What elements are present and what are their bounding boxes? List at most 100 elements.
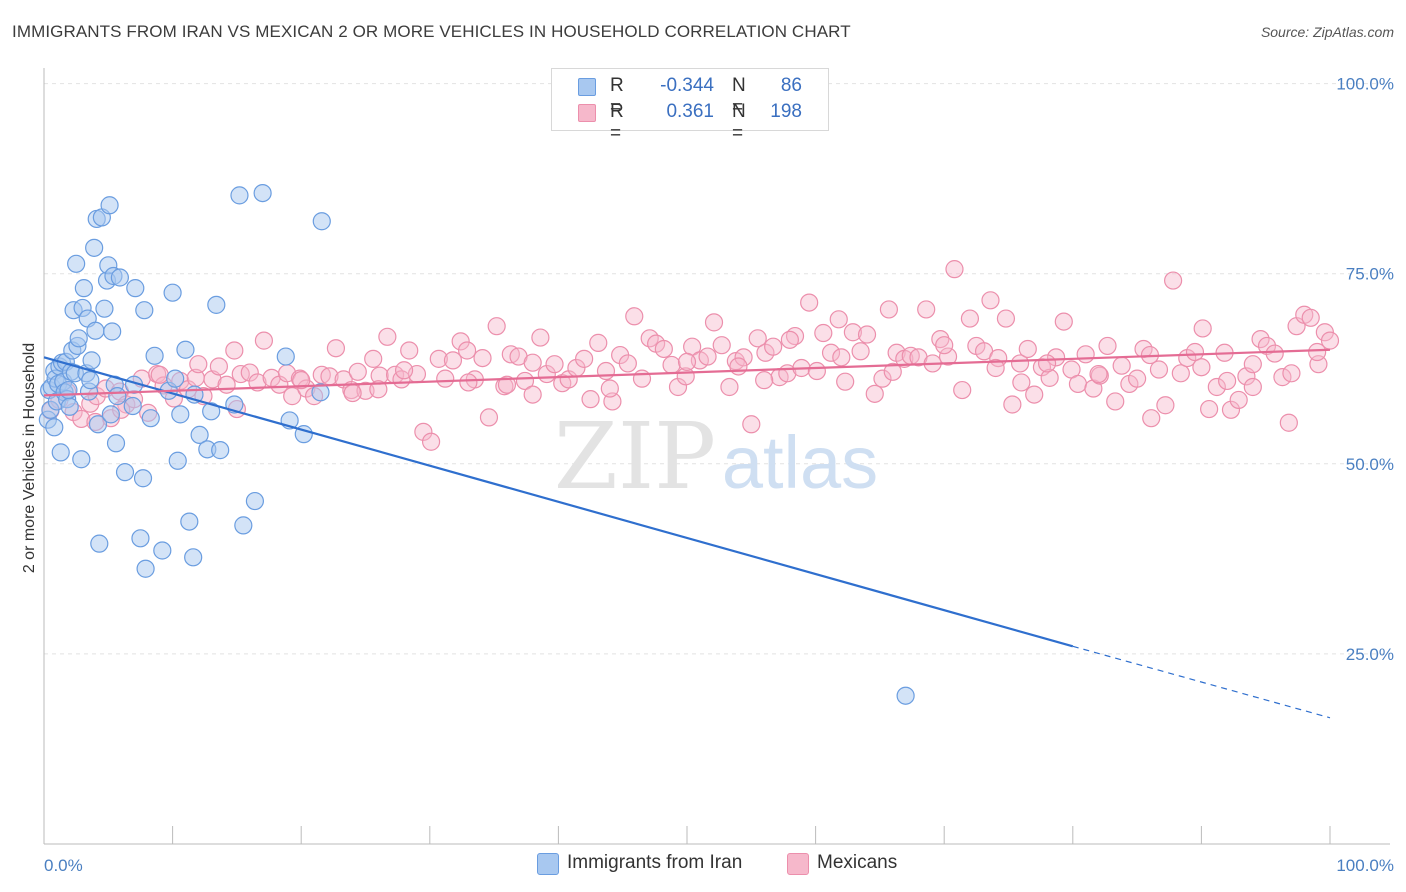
point-mexicans (677, 352, 697, 372)
y-tick-label: 100.0% (1336, 75, 1394, 94)
point-mexicans (1127, 369, 1147, 388)
point-mexicans (1282, 364, 1301, 383)
point-mexicans (843, 323, 862, 342)
point-mexicans (821, 343, 841, 362)
point-mexicans (225, 341, 244, 360)
point-iran (123, 396, 142, 416)
point-iran (100, 196, 119, 215)
point-mexicans (1054, 312, 1073, 331)
point-mexicans (1025, 385, 1044, 404)
point-mexicans (575, 349, 594, 368)
point-mexicans (1273, 368, 1292, 387)
point-mexicans (400, 341, 419, 360)
point-mexicans (742, 415, 761, 434)
point-mexicans (1218, 371, 1237, 391)
point-iran (207, 295, 226, 314)
point-mexicans (1200, 399, 1219, 419)
point-mexicans (1156, 396, 1175, 415)
point-mexicans (1193, 319, 1212, 338)
point-iran (163, 283, 182, 302)
point-mexicans (1207, 377, 1226, 397)
point-mexicans (209, 357, 228, 376)
point-mexicans (1040, 368, 1059, 387)
point-mexicans (1076, 345, 1095, 364)
point-iran (135, 301, 154, 320)
point-mexicans (150, 365, 169, 384)
point-mexicans (254, 331, 274, 350)
point-iran (145, 346, 164, 365)
point-mexicans (800, 293, 819, 312)
point-mexicans (479, 408, 499, 427)
point-mexicans (1221, 400, 1241, 419)
point-mexicans (343, 383, 362, 403)
point-iran (95, 299, 114, 318)
point-iran (131, 529, 150, 548)
point-mexicans (231, 364, 250, 384)
legend-n-label: N = (732, 101, 746, 144)
chart-source: Source: ZipAtlas.com (1260, 24, 1394, 40)
point-mexicans (364, 349, 383, 368)
point-iran (171, 405, 190, 424)
point-mexicans (625, 307, 644, 326)
point-iran (101, 405, 120, 424)
y-tick-label: 75.0% (1346, 265, 1394, 284)
point-iran (211, 441, 230, 460)
point-iran (312, 212, 331, 231)
x-tick-label: 0.0% (44, 856, 83, 875)
bottom-legend-swatch-iran (537, 853, 559, 875)
point-iran (74, 279, 93, 298)
point-iran (896, 686, 915, 705)
point-mexicans (1243, 377, 1262, 397)
point-mexicans (836, 372, 855, 391)
point-mexicans (1112, 356, 1131, 375)
point-mexicans (189, 355, 208, 374)
point-mexicans (953, 380, 972, 400)
trend-line-iran (43, 356, 1074, 648)
point-mexicans (326, 339, 346, 358)
point-mexicans (986, 358, 1005, 378)
point-iran (176, 340, 195, 359)
point-mexicans (807, 361, 826, 381)
legend-n-value: 198 (770, 101, 802, 122)
point-mexicans (632, 369, 652, 388)
point-mexicans (1068, 374, 1088, 394)
point-mexicans (459, 373, 478, 392)
point-mexicans (865, 384, 884, 403)
point-mexicans (473, 349, 492, 368)
point-iran (69, 329, 88, 348)
trend-line-iran-extension (1072, 645, 1331, 719)
point-mexicans (515, 371, 535, 391)
legend-r-label: R = (610, 101, 624, 144)
point-iran (85, 238, 104, 257)
point-mexicans (857, 325, 877, 344)
y-tick-label: 50.0% (1346, 455, 1394, 474)
point-mexicans (1010, 354, 1030, 373)
y-tick-label: 25.0% (1346, 645, 1394, 664)
point-iran (133, 469, 153, 488)
point-mexicans (1185, 342, 1205, 362)
point-mexicans (734, 348, 753, 367)
point-iran (59, 380, 78, 400)
point-iran (230, 186, 249, 205)
point-mexicans (342, 380, 361, 400)
point-mexicans (1164, 271, 1183, 290)
point-mexicans (1308, 342, 1327, 362)
point-mexicans (1018, 339, 1037, 359)
legend-swatch-mexicans (578, 104, 596, 122)
legend: R = -0.344 N = 86 R = 0.361 N = 198 (551, 68, 829, 144)
point-mexicans (589, 333, 608, 352)
point-iran (51, 443, 70, 462)
point-mexicans (1320, 331, 1340, 350)
point-mexicans (531, 328, 550, 347)
point-mexicans (523, 353, 542, 372)
point-mexicans (917, 300, 936, 319)
chart-title: IMMIGRANTS FROM IRAN VS MEXICAN 2 OR MOR… (12, 22, 851, 41)
point-iran (82, 351, 101, 370)
point-mexicans (748, 329, 767, 348)
point-mexicans (369, 380, 388, 399)
point-mexicans (981, 291, 1000, 310)
point-mexicans (1301, 308, 1320, 327)
point-mexicans (1229, 390, 1248, 410)
bottom-legend-swatch-mexicans (787, 853, 809, 875)
point-mexicans (457, 341, 477, 360)
